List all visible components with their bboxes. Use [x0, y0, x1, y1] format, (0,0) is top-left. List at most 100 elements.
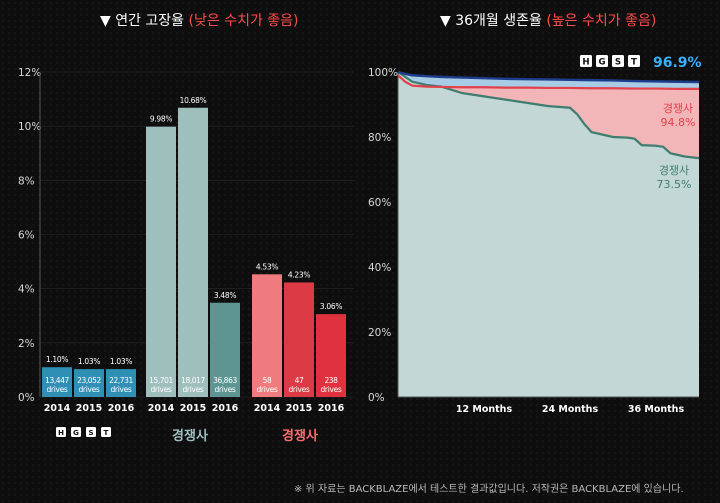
bar — [74, 369, 104, 397]
bar-drives-word: drives — [110, 385, 131, 394]
hgst-logo-box — [101, 427, 111, 437]
hgst-logo-letter: H — [58, 428, 64, 437]
y-tick-label: 20% — [368, 327, 391, 339]
bar — [146, 126, 176, 397]
x-tick-label: 24 Months — [542, 404, 599, 415]
y-tick-label: 2% — [18, 338, 35, 350]
bar-drives-word: drives — [182, 385, 203, 394]
bar — [106, 369, 136, 397]
bar-year-label: 2015 — [76, 403, 102, 414]
bar-value-label: 1.03% — [78, 357, 100, 366]
hgst-logo-letter: S — [615, 57, 621, 67]
bar-drives-count: 15,701 — [149, 376, 173, 385]
bar-drives-word: drives — [46, 385, 67, 394]
y-tick-label: 60% — [368, 197, 391, 209]
survival-rate-title-sub: (높은 수치가 좋음) — [546, 13, 657, 29]
hgst-logo-letter: T — [104, 428, 109, 437]
survival-area-chart: 0% 20% 40% 60% 80% 100% 12 Months 24 Months 36 M… — [368, 55, 702, 415]
bar-drives-word: drives — [288, 385, 309, 394]
source-footnote: ※ 위 자료는 BACKBLAZE에서 테스트한 결과값입니다. 저작권은 BA… — [294, 484, 684, 495]
hgst-logo-box — [596, 55, 608, 67]
bar — [284, 282, 314, 397]
bar — [210, 302, 240, 397]
x-tick-label: 36 Months — [628, 404, 685, 415]
bar-year-label: 2016 — [318, 403, 345, 414]
bar-value-label: 4.53% — [256, 262, 278, 271]
hgst-logo-letter: H — [582, 57, 589, 67]
bar-year-label: 2014 — [148, 403, 175, 414]
bar-year-label: 2014 — [254, 403, 281, 414]
bar-value-label: 1.03% — [110, 357, 132, 366]
hgst-logo-letter: G — [598, 57, 605, 67]
survival-rate-title: ▼ 36개월 생존율 (높은 수치가 좋음) — [440, 10, 656, 30]
competitor-green-end-label: 73.5% — [657, 178, 692, 191]
y-tick-label: 10% — [18, 121, 41, 133]
failure-rate-title-main: ▼ 연간 고장율 — [100, 13, 185, 29]
hgst-logo-letter: G — [73, 428, 79, 437]
bar-drives-count: 18,017 — [181, 376, 205, 385]
y-tick-label: 100% — [368, 67, 398, 79]
bar-year-label: 2015 — [286, 403, 312, 414]
bar-drives-count: 58 — [263, 376, 272, 385]
bar-drives-word: drives — [320, 385, 341, 394]
competitor-green-area — [398, 72, 699, 397]
bar-value-label: 3.48% — [214, 291, 236, 300]
y-tick-label: 80% — [368, 132, 391, 144]
y-tick-label: 6% — [18, 230, 35, 242]
competitor-red-end-label: 94.8% — [661, 116, 696, 129]
y-tick-label: 4% — [18, 284, 35, 296]
hgst-logo-letter: S — [88, 428, 93, 437]
group-label-competitor-b: 경쟁사 — [282, 428, 318, 444]
y-tick-label: 0% — [18, 392, 35, 404]
bar — [178, 107, 208, 397]
bar-value-label: 10.68% — [180, 96, 207, 105]
bar — [316, 314, 346, 397]
hgst-line — [397, 70, 700, 84]
competitor-red-name: 경쟁사 — [663, 102, 693, 115]
bar-value-label: 3.06% — [320, 302, 342, 311]
bar-drives-count: 13,447 — [45, 376, 69, 385]
survival-rate-title-main: ▼ 36개월 생존율 — [440, 13, 542, 29]
bar-drives-count: 22,731 — [109, 376, 133, 385]
bar — [252, 274, 282, 397]
bar-drives-word: drives — [78, 385, 99, 394]
competitor-red-line — [397, 74, 699, 91]
bar-year-label: 2016 — [108, 403, 135, 414]
hgst-end-label: 96.9% — [653, 55, 702, 71]
hgst-logo-box — [628, 55, 640, 67]
group-label-competitor-a: 경쟁사 — [172, 428, 208, 444]
hgst-logo-box — [56, 427, 66, 437]
failure-rate-title-sub: (낮은 수치가 좋음) — [188, 13, 299, 29]
bar-year-label: 2016 — [212, 403, 239, 414]
hgst-logo-box — [612, 55, 624, 67]
bar-drives-count: 47 — [295, 376, 304, 385]
y-tick-label: 0% — [368, 392, 385, 404]
bar-drives-count: 36,863 — [213, 376, 237, 385]
failure-rate-bar-chart: 0%2%4%6%8%10%12%1.10%13,447drives20141.0… — [18, 67, 354, 444]
bar-drives-word: drives — [150, 385, 171, 394]
x-tick-label: 12 Months — [456, 404, 513, 415]
bar — [42, 367, 72, 397]
hgst-logo-box — [86, 427, 96, 437]
y-tick-label: 40% — [368, 262, 391, 274]
bar-drives-word: drives — [214, 385, 235, 394]
failure-rate-title: ▼ 연간 고장율 (낮은 수치가 좋음) — [100, 10, 299, 30]
bar-drives-count: 23,052 — [77, 376, 101, 385]
hgst-logo-letter: T — [631, 57, 637, 67]
bar-value-label: 1.10% — [46, 355, 68, 364]
bar-drives-word: drives — [256, 385, 277, 394]
y-tick-label: 8% — [18, 175, 35, 187]
bar-year-label: 2014 — [44, 403, 71, 414]
hgst-logo-box — [71, 427, 81, 437]
bar-value-label: 9.98% — [150, 115, 172, 124]
hgst-logo-box — [580, 55, 592, 67]
competitor-green-name: 경쟁사 — [659, 164, 689, 177]
